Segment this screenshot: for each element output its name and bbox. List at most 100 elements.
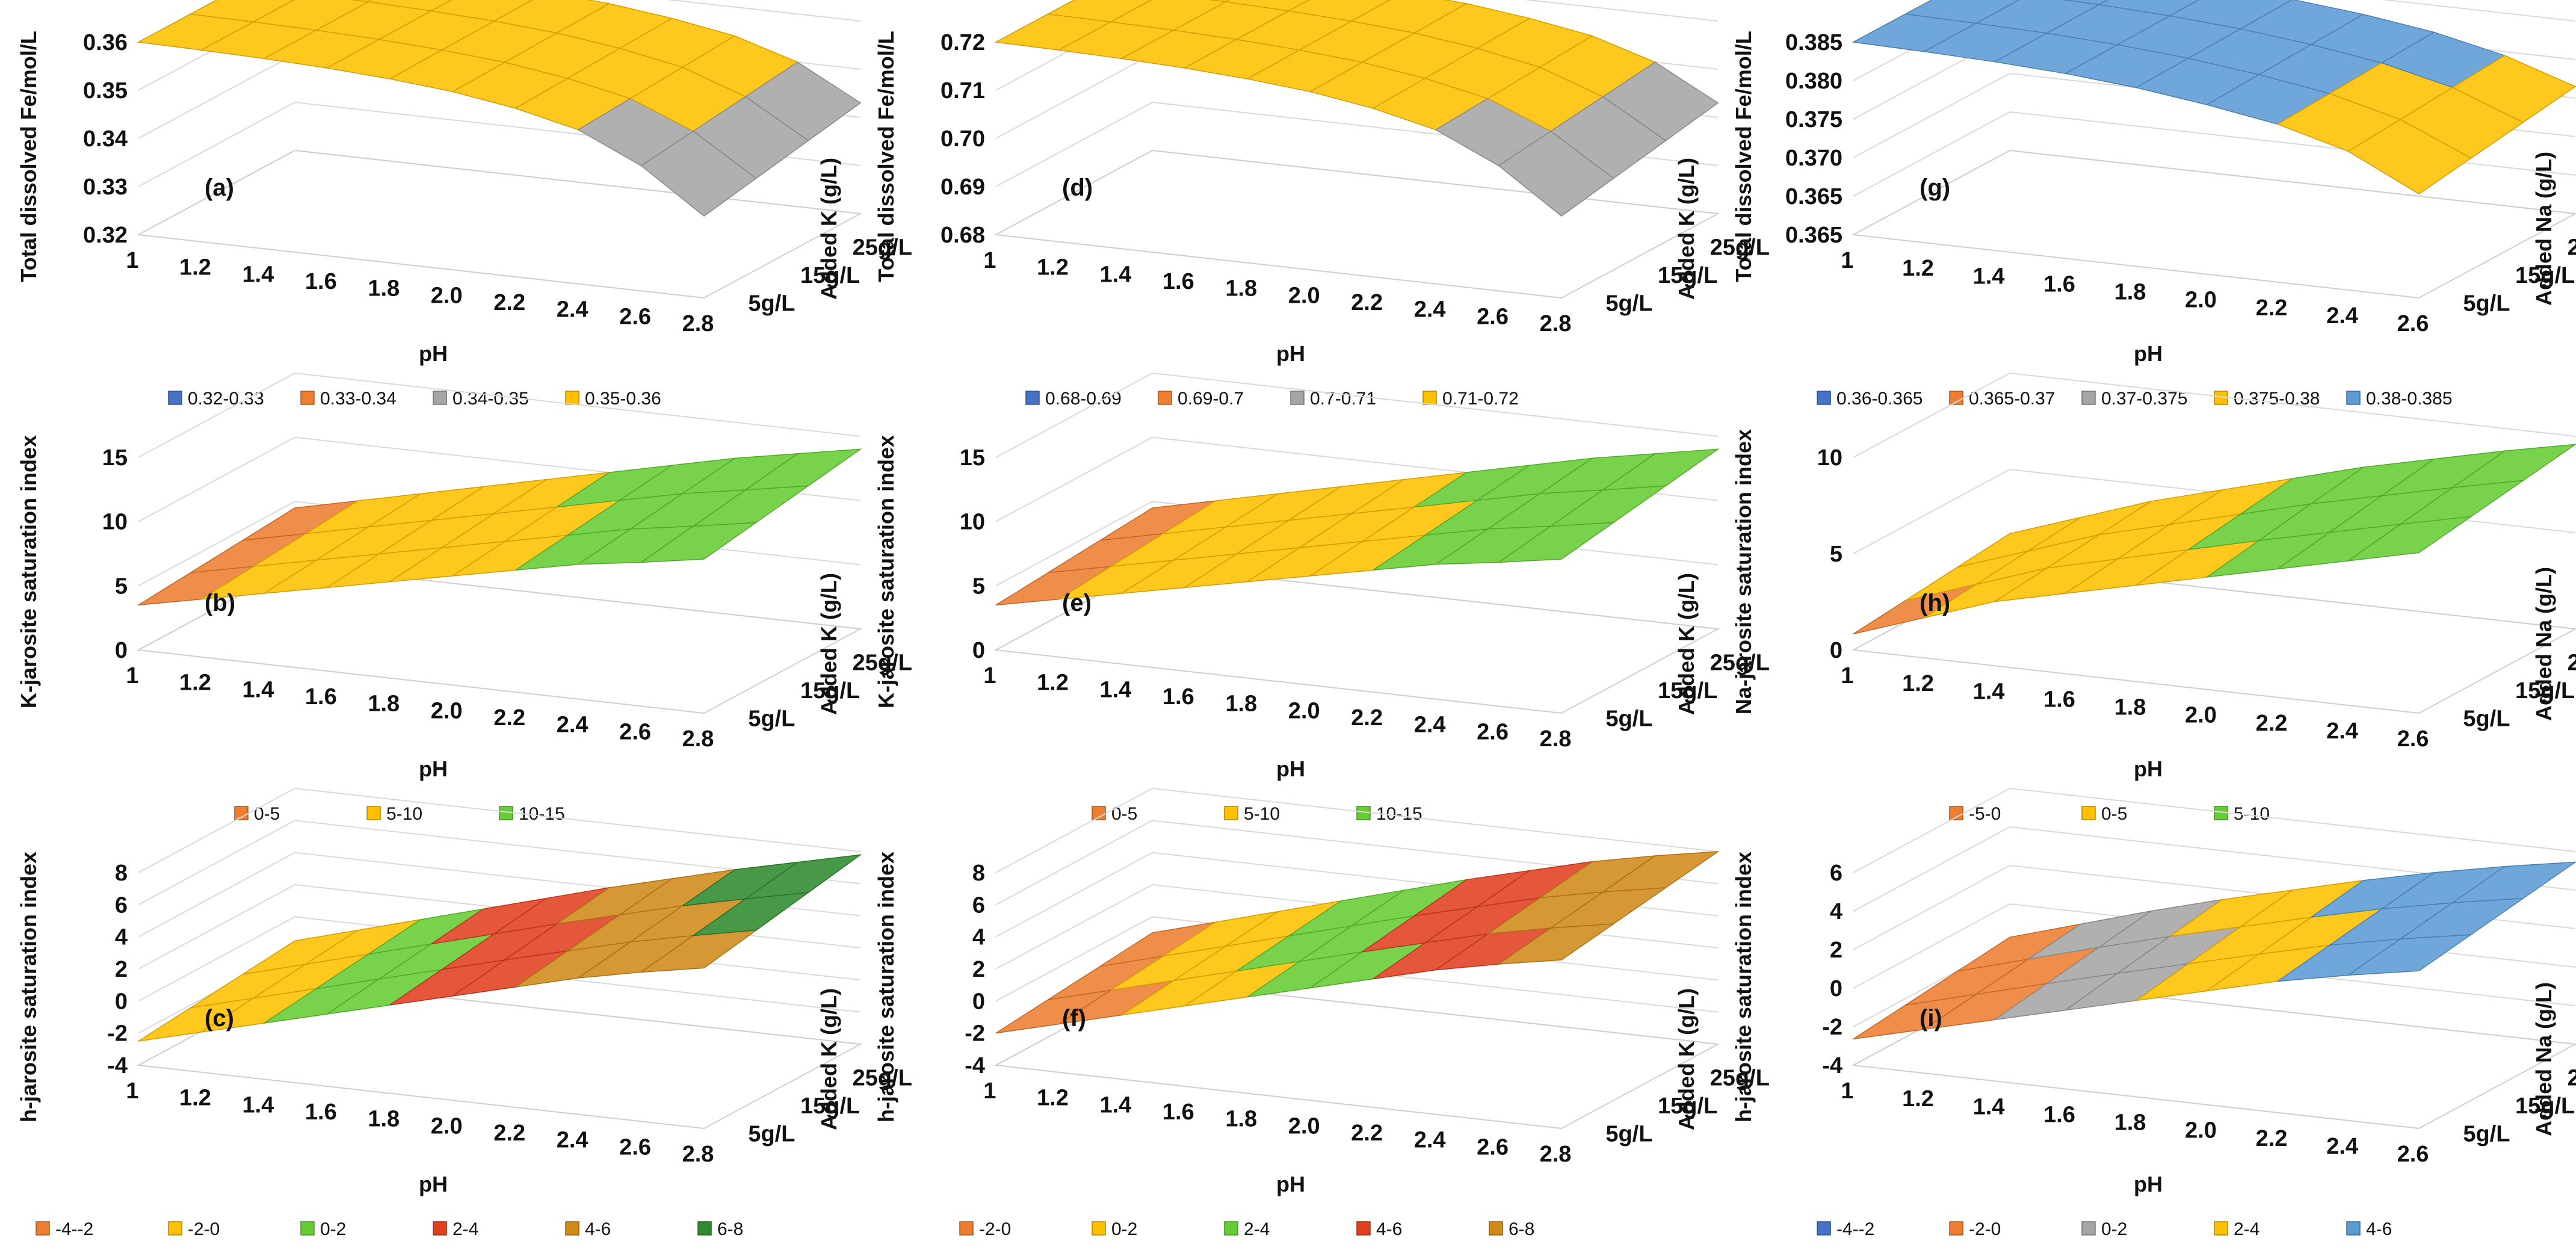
x-tick-label: 1.6 xyxy=(2043,687,2075,712)
x-tick-label: 1 xyxy=(126,663,138,688)
legend-label: 2-4 xyxy=(2234,1219,2259,1239)
z-axis-title: K-jarosite saturation index xyxy=(874,435,898,708)
z-axis-title: h-jarosite saturation index xyxy=(16,852,41,1122)
legend-swatch xyxy=(36,1221,50,1236)
legend-label: 0.36-0.365 xyxy=(1836,389,1923,409)
y-tick-label: 5g/L xyxy=(748,291,795,317)
legend-label: 0.37-0.375 xyxy=(2101,389,2187,409)
legend-swatch xyxy=(168,391,182,405)
legend-label: -4--2 xyxy=(1836,1219,1874,1239)
y-tick-label: 15g/L xyxy=(2515,678,2575,704)
y-axis-title: Added Na (g/L) xyxy=(2531,152,2556,306)
legend-label: -2-0 xyxy=(1969,1219,2001,1239)
x-tick-label: 1.6 xyxy=(1163,269,1194,294)
y-tick-label: 5g/L xyxy=(1605,1122,1652,1147)
x-tick-label: 1.6 xyxy=(1163,1100,1194,1125)
y-axis-title: Added K (g/L) xyxy=(817,158,841,300)
x-tick-label: 1.4 xyxy=(1973,679,2005,704)
x-tick-label: 2.4 xyxy=(2326,303,2358,329)
x-tick-label: 1 xyxy=(983,663,996,688)
z-tick-label: 0.72 xyxy=(941,30,985,55)
x-tick-label: 2.4 xyxy=(557,1128,588,1153)
y-tick-label: 5g/L xyxy=(748,1122,795,1147)
y-tick-label: 25g/L xyxy=(1710,1065,1770,1091)
z-tick-label: 6 xyxy=(115,893,128,918)
legend-label: 0.38-0.385 xyxy=(2366,389,2452,409)
legend-label: 4-6 xyxy=(2366,1219,2392,1239)
y-tick-label: 5g/L xyxy=(2463,707,2510,732)
y-axis-title: Added K (g/L) xyxy=(1674,988,1699,1130)
x-tick-label: 2.4 xyxy=(1414,297,1446,323)
x-tick-label: 2.4 xyxy=(2326,1134,2358,1159)
z-tick-label: 0.69 xyxy=(941,175,985,200)
z-tick-label: 4 xyxy=(1830,899,1842,924)
z-tick-label: 15 xyxy=(102,445,128,471)
y-axis-title: Added K (g/L) xyxy=(817,988,841,1130)
y-tick-label: 5g/L xyxy=(1605,707,1652,732)
z-axis-title: h-jarosite saturation index xyxy=(1731,852,1756,1122)
gridline xyxy=(138,787,861,873)
y-tick-label: 5g/L xyxy=(2463,291,2510,317)
z-axis-title: Total dissolved Fe/mol/L xyxy=(1731,31,1756,282)
panel-label: (b) xyxy=(205,590,235,616)
z-tick-label: 0.33 xyxy=(83,175,128,200)
legend-swatch xyxy=(433,1221,447,1236)
panel-label: (c) xyxy=(205,1005,234,1032)
gridline xyxy=(1853,826,2576,912)
x-tick-label: 2.4 xyxy=(2326,719,2358,744)
x-tick-label: 2.0 xyxy=(2185,288,2217,313)
x-tick-label: 1.6 xyxy=(305,269,337,294)
z-tick-label: 0.365 xyxy=(1785,184,1842,209)
z-tick-label: 6 xyxy=(972,893,985,918)
legend-label: 6-8 xyxy=(1509,1219,1534,1239)
z-axis-title: K-jarosite saturation index xyxy=(16,435,41,708)
y-tick-label: 15g/L xyxy=(2515,1094,2575,1119)
legend-swatch xyxy=(1489,1221,1503,1236)
legend-swatch xyxy=(300,1221,315,1236)
x-tick-label: 2.2 xyxy=(2256,711,2288,736)
legend-label: 0-2 xyxy=(2101,1219,2127,1239)
x-tick-label: 2.6 xyxy=(1477,1134,1509,1160)
x-tick-label: 1.8 xyxy=(368,276,400,302)
z-tick-label: 10 xyxy=(1817,445,1842,471)
y-tick-label: 25g/L xyxy=(2568,235,2576,260)
x-tick-label: 1.4 xyxy=(242,1092,274,1118)
y-tick-label: 15g/L xyxy=(800,1094,860,1119)
z-tick-label: 0.36 xyxy=(83,30,128,55)
z-tick-label: 2 xyxy=(972,957,985,982)
z-tick-label: 8 xyxy=(115,861,128,886)
surface-cell xyxy=(189,0,295,23)
gridline xyxy=(138,820,861,906)
x-tick-label: 1.2 xyxy=(1037,670,1069,696)
x-tick-label: 1.4 xyxy=(1973,264,2005,289)
x-tick-label: 2.8 xyxy=(1540,1142,1572,1167)
floor xyxy=(993,149,1720,299)
x-tick-label: 1.6 xyxy=(1163,684,1194,710)
x-tick-label: 1 xyxy=(983,1078,996,1104)
x-tick-label: 2.6 xyxy=(2397,311,2429,336)
y-tick-label: 25g/L xyxy=(2568,650,2576,675)
legend-label: 0.69-0.7 xyxy=(1178,389,1244,409)
x-tick-label: 2.2 xyxy=(493,1121,525,1146)
x-tick-label: 1.2 xyxy=(1037,1086,1069,1111)
surface-cell xyxy=(2098,0,2199,17)
surface-cell xyxy=(1046,0,1152,23)
z-tick-label: -4 xyxy=(107,1053,128,1078)
x-tick-label: 2.6 xyxy=(619,1134,651,1160)
z-tick-label: 0.70 xyxy=(941,126,985,152)
floor xyxy=(1851,149,2576,299)
z-tick-label: 0 xyxy=(972,989,985,1014)
y-axis-title: Added Na (g/L) xyxy=(2531,982,2556,1136)
panel-a: 0.32 0.33 0.34 0.35 0.36 1 1.2 1.4 1.6 1.8 2.0 2.2 2… xyxy=(16,0,912,409)
gridline xyxy=(1853,372,2576,458)
y-tick-label: 15g/L xyxy=(1658,1094,1717,1119)
legend-swatch xyxy=(2081,806,2096,820)
x-tick-label: 1.2 xyxy=(179,255,211,280)
panel-label: (a) xyxy=(205,175,234,201)
panel-label: (d) xyxy=(1062,175,1093,201)
legend-swatch xyxy=(1158,391,1172,405)
legend-swatch xyxy=(366,806,381,820)
panel-c: -4 -2 0 2 4 6 8 1 1.2 1.4 1.6 1.8 2.0 2.2 2.4 2.6 2.8 5g/… xyxy=(16,787,912,1239)
legend-swatch xyxy=(2214,1221,2228,1236)
z-tick-label: 2 xyxy=(115,957,128,982)
